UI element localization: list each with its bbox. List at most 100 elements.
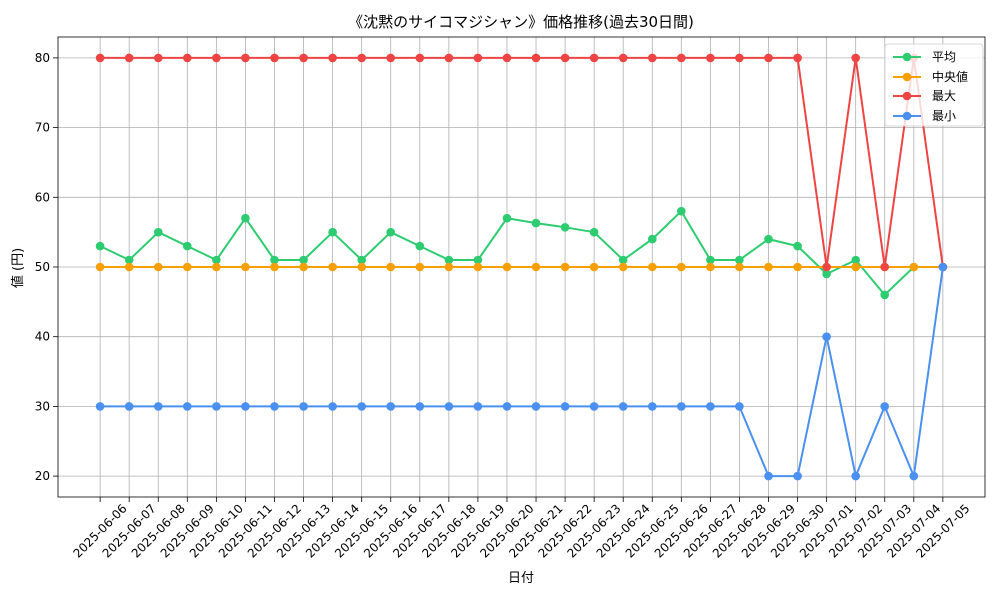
- data-point-max: [793, 53, 802, 63]
- data-point-median: [502, 262, 512, 272]
- data-point-median: [648, 262, 657, 272]
- data-point-min: [241, 402, 250, 411]
- data-point-min: [154, 402, 163, 411]
- data-point-average: [357, 255, 367, 265]
- data-point-max: [880, 262, 889, 272]
- data-point-max: [735, 53, 744, 63]
- data-point-average: [677, 206, 686, 216]
- data-point-average: [473, 255, 483, 265]
- y-tick-label: 60: [35, 190, 50, 204]
- data-point-average: [851, 255, 860, 265]
- data-point-max: [648, 53, 657, 63]
- series-line-max: [99, 56, 944, 268]
- y-tick-label: 70: [35, 121, 50, 135]
- data-point-max: [851, 53, 860, 63]
- data-point-max: [618, 53, 628, 63]
- data-point-min: [909, 471, 919, 481]
- data-point-max: [589, 53, 599, 63]
- data-point-min: [880, 402, 889, 411]
- data-point-max: [124, 53, 134, 63]
- data-point-min: [677, 402, 686, 411]
- data-point-max: [357, 53, 367, 63]
- data-point-median: [909, 262, 919, 272]
- legend-swatch-marker: [902, 91, 912, 101]
- data-point-min: [938, 262, 948, 272]
- data-point-min: [473, 402, 483, 411]
- data-point-median: [793, 262, 802, 272]
- legend-item-max: 最大: [893, 89, 956, 103]
- data-point-average: [328, 227, 337, 237]
- chart-title: 《沈黙のサイコマジシャン》価格推移(過去30日間): [348, 13, 694, 31]
- data-point-max: [415, 53, 425, 63]
- data-point-min: [386, 402, 396, 411]
- data-point-median: [677, 262, 686, 272]
- series-line-average: [99, 210, 944, 296]
- data-point-min: [95, 402, 105, 411]
- data-point-min: [357, 402, 367, 411]
- data-point-median: [444, 262, 454, 272]
- data-point-min: [299, 402, 308, 411]
- series-line-min: [99, 266, 944, 478]
- data-point-median: [95, 262, 105, 272]
- data-point-average: [183, 241, 192, 251]
- data-point-min: [328, 402, 337, 411]
- data-point-average: [124, 255, 134, 265]
- series-layer: [95, 53, 948, 481]
- data-point-max: [270, 53, 279, 63]
- data-point-average: [793, 241, 802, 251]
- data-point-average: [589, 227, 599, 237]
- series-max: [95, 53, 948, 272]
- data-point-median: [299, 262, 308, 272]
- series-average: [95, 206, 948, 300]
- data-point-average: [735, 255, 744, 265]
- data-point-max: [677, 53, 686, 63]
- data-point-median: [241, 262, 250, 272]
- legend-label: 最小: [932, 109, 956, 123]
- data-point-min: [560, 402, 570, 411]
- y-tick-label: 50: [35, 260, 50, 274]
- data-point-average: [299, 255, 308, 265]
- data-point-average: [764, 234, 773, 244]
- legend-swatch-marker: [902, 72, 912, 82]
- data-point-median: [124, 262, 134, 272]
- legend-swatch-marker: [902, 52, 912, 62]
- data-point-median: [183, 262, 192, 272]
- data-point-median: [589, 262, 599, 272]
- data-point-min: [589, 402, 599, 411]
- data-point-median: [851, 262, 860, 272]
- data-point-median: [328, 262, 337, 272]
- data-point-min: [444, 402, 454, 411]
- legend: 平均 中央値 最大 最小: [884, 43, 984, 127]
- data-point-average: [270, 255, 279, 265]
- data-point-average: [95, 241, 105, 251]
- data-point-average: [822, 269, 831, 279]
- data-point-min: [270, 402, 279, 411]
- data-point-min: [764, 471, 773, 481]
- legend-item-average: 平均: [893, 50, 956, 64]
- data-point-min: [735, 402, 744, 411]
- x-axis-label: 日付: [508, 571, 534, 586]
- data-point-median: [357, 262, 367, 272]
- data-point-average: [560, 223, 570, 232]
- data-point-max: [299, 53, 308, 63]
- data-point-max: [531, 53, 541, 63]
- data-point-max: [241, 53, 250, 63]
- data-point-average: [212, 255, 221, 265]
- data-point-min: [124, 402, 134, 411]
- data-point-average: [880, 290, 889, 300]
- data-point-min: [212, 402, 221, 411]
- data-point-min: [706, 402, 715, 411]
- legend-frame: [884, 43, 984, 127]
- legend-item-min: 最小: [893, 109, 956, 123]
- data-point-median: [735, 262, 744, 272]
- data-point-min: [183, 402, 192, 411]
- data-point-max: [183, 53, 192, 63]
- data-point-median: [154, 262, 163, 272]
- data-point-min: [648, 402, 657, 411]
- legend-item-median: 中央値: [893, 69, 968, 84]
- data-point-max: [822, 262, 831, 272]
- data-point-median: [212, 262, 221, 272]
- data-point-max: [212, 53, 221, 63]
- data-point-average: [531, 218, 541, 228]
- data-point-median: [473, 262, 483, 272]
